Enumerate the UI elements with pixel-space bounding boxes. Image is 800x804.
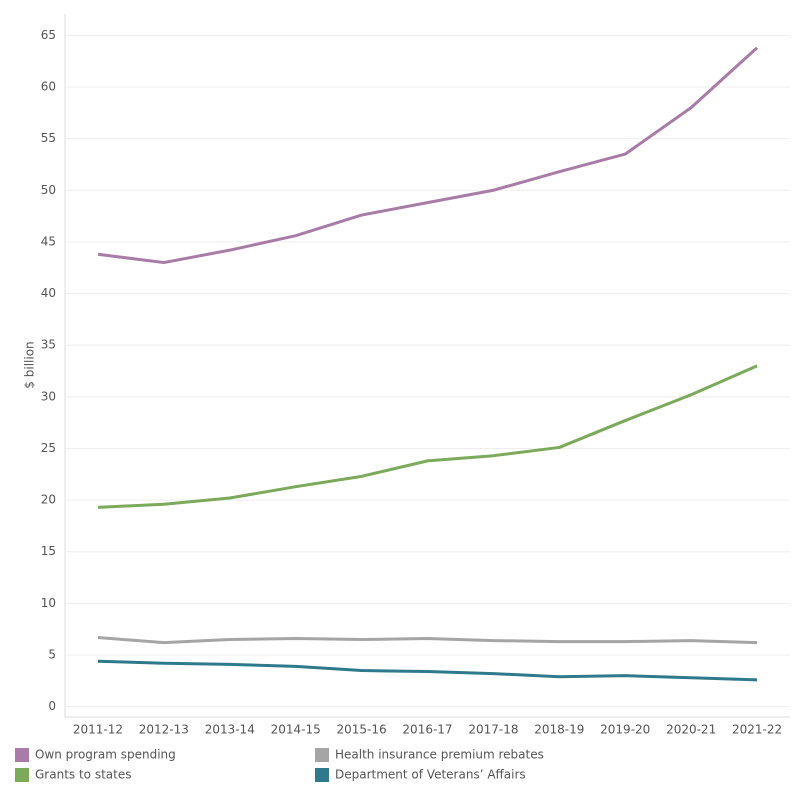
legend-label: Grants to states (35, 768, 131, 782)
legend-swatch (315, 748, 329, 762)
x-tick-label: 2012-13 (139, 723, 189, 737)
y-tick-label: 60 (41, 79, 56, 93)
y-tick-label: 45 (41, 234, 56, 248)
x-tick-label: 2018-19 (534, 723, 584, 737)
y-tick-label: 30 (41, 389, 56, 403)
x-tick-label: 2019-20 (600, 723, 650, 737)
x-tick-label: 2014-15 (271, 723, 321, 737)
legend-swatch (15, 768, 29, 782)
x-tick-label: 2013-14 (205, 723, 255, 737)
series-line (97, 46, 759, 265)
y-tick-label: 5 (48, 648, 56, 662)
x-tick-label: 2017-18 (468, 723, 518, 737)
legend-swatch (315, 768, 329, 782)
y-tick-label: 20 (41, 493, 56, 507)
y-tick-label: 25 (41, 441, 56, 455)
legend-swatch (15, 748, 29, 762)
y-axis-label: $ billion (23, 341, 37, 388)
y-tick-label: 55 (41, 131, 56, 145)
x-tick-label: 2015-16 (337, 723, 387, 737)
y-tick-label: 15 (41, 544, 56, 558)
series-line (97, 659, 758, 682)
legend-label: Department of Veterans’ Affairs (335, 768, 526, 782)
y-tick-label: 65 (41, 28, 56, 42)
y-tick-label: 0 (48, 699, 56, 713)
legend-label: Health insurance premium rebates (335, 748, 544, 762)
y-tick-label: 50 (41, 183, 56, 197)
x-tick-label: 2021-22 (732, 723, 782, 737)
x-tick-label: 2020-21 (666, 723, 716, 737)
x-tick-label: 2011-12 (73, 723, 123, 737)
x-tick-label: 2016-17 (402, 723, 452, 737)
y-tick-label: 10 (41, 596, 56, 610)
y-tick-label: 40 (41, 286, 56, 300)
legend-label: Own program spending (35, 748, 176, 762)
series-line (97, 364, 758, 509)
series-line (97, 635, 758, 645)
y-tick-label: 35 (41, 338, 56, 352)
